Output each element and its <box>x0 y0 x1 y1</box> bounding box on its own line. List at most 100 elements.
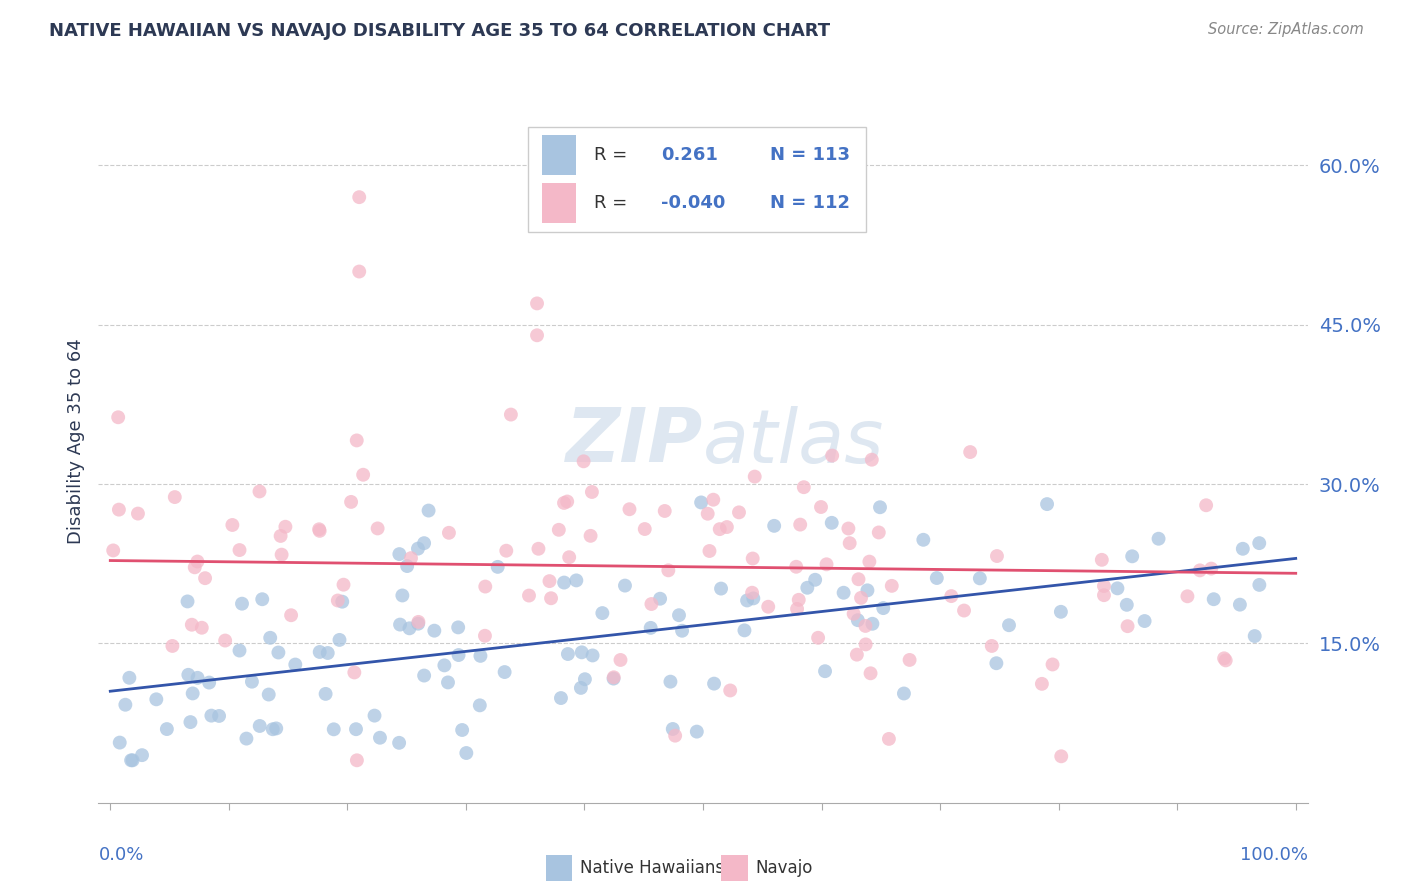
Point <box>328 632 350 647</box>
Point <box>602 672 624 686</box>
Point <box>1050 605 1073 619</box>
Point <box>941 589 963 603</box>
Point <box>114 698 136 712</box>
Text: N = 112: N = 112 <box>769 194 849 212</box>
Point <box>332 577 354 591</box>
Point <box>654 504 676 518</box>
Point <box>187 671 209 685</box>
Point <box>1115 598 1137 612</box>
Point <box>179 715 201 730</box>
Point <box>259 631 281 645</box>
Point <box>557 647 579 661</box>
Point <box>741 585 763 599</box>
Point <box>194 571 217 585</box>
Point <box>877 731 900 746</box>
Point <box>838 536 860 550</box>
Point <box>804 573 827 587</box>
Point <box>787 592 810 607</box>
Point <box>785 559 807 574</box>
Text: 0.261: 0.261 <box>661 145 717 164</box>
Point <box>1249 578 1271 592</box>
Point <box>547 523 569 537</box>
Point <box>437 675 460 690</box>
Point <box>1213 651 1236 665</box>
Point <box>664 729 686 743</box>
Point <box>953 603 976 617</box>
Point <box>257 688 280 702</box>
Point <box>709 522 731 536</box>
Point <box>131 748 153 763</box>
Point <box>572 454 595 468</box>
Point <box>352 467 374 482</box>
Point <box>470 648 492 663</box>
Point <box>494 665 516 679</box>
Point <box>728 505 751 519</box>
Point <box>326 593 349 607</box>
Point <box>274 520 297 534</box>
Point <box>127 507 149 521</box>
Point <box>603 670 626 684</box>
Point <box>367 521 389 535</box>
Point <box>671 624 693 638</box>
Point <box>893 686 915 700</box>
Point <box>735 593 758 607</box>
Point <box>640 597 662 611</box>
Point <box>228 543 250 558</box>
Point <box>474 629 496 643</box>
Point <box>121 753 143 767</box>
Point <box>388 547 411 561</box>
FancyBboxPatch shape <box>527 128 866 232</box>
Text: 100.0%: 100.0% <box>1240 847 1308 864</box>
Point <box>363 708 385 723</box>
Point <box>262 723 284 737</box>
Point <box>848 572 870 586</box>
Point <box>868 525 890 540</box>
Point <box>846 613 869 627</box>
Point <box>659 674 682 689</box>
Point <box>437 525 460 540</box>
Point <box>959 445 981 459</box>
Point <box>145 692 167 706</box>
Point <box>814 664 837 678</box>
Point <box>107 410 129 425</box>
Point <box>156 722 179 736</box>
Point <box>1215 653 1237 667</box>
Point <box>280 608 302 623</box>
Point <box>571 645 593 659</box>
Point <box>176 594 198 608</box>
Point <box>742 591 765 606</box>
Point <box>231 597 253 611</box>
Point <box>1092 579 1115 593</box>
Point <box>855 619 877 633</box>
Point <box>200 708 222 723</box>
Point <box>1243 629 1265 643</box>
Point <box>284 657 307 672</box>
FancyBboxPatch shape <box>543 135 576 175</box>
Point <box>703 676 725 690</box>
Point <box>898 653 921 667</box>
Point <box>540 591 562 606</box>
Point <box>1050 749 1073 764</box>
Text: Source: ZipAtlas.com: Source: ZipAtlas.com <box>1208 22 1364 37</box>
Point <box>1177 589 1199 603</box>
Point <box>789 517 811 532</box>
Point <box>347 264 370 278</box>
Point <box>661 722 683 736</box>
Point <box>270 548 292 562</box>
Point <box>191 621 214 635</box>
Point <box>550 691 572 706</box>
Point <box>308 645 330 659</box>
Point <box>474 580 496 594</box>
FancyBboxPatch shape <box>543 183 576 223</box>
Point <box>447 648 470 662</box>
Point <box>690 495 713 509</box>
Point <box>108 502 131 516</box>
Point <box>998 618 1021 632</box>
Point <box>267 645 290 659</box>
Point <box>581 485 603 500</box>
Point <box>162 639 184 653</box>
Point <box>315 687 337 701</box>
Point <box>793 480 815 494</box>
Point <box>821 516 844 530</box>
Point <box>718 683 741 698</box>
